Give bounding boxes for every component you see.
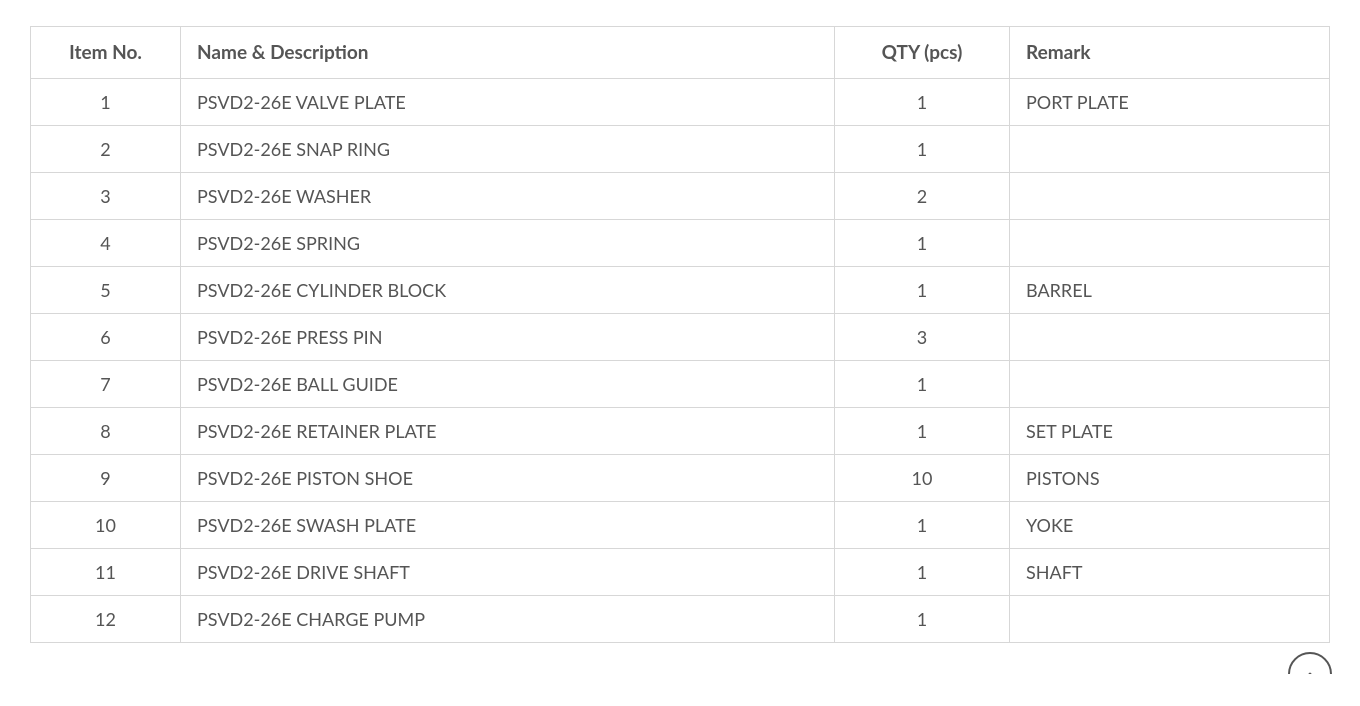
table-row: 7PSVD2-26E BALL GUIDE1 [31,361,1330,408]
cell-item_no: 12 [31,596,181,643]
cell-name: PSVD2-26E RETAINER PLATE [181,408,835,455]
column-header-qty: QTY (pcs) [835,27,1010,79]
cell-remark: PISTONS [1010,455,1330,502]
cell-qty: 1 [835,267,1010,314]
table-row: 5PSVD2-26E CYLINDER BLOCK1BARREL [31,267,1330,314]
cell-item_no: 4 [31,220,181,267]
column-header-remark: Remark [1010,27,1330,79]
cell-qty: 1 [835,220,1010,267]
cell-item_no: 10 [31,502,181,549]
cell-qty: 10 [835,455,1010,502]
cell-remark [1010,126,1330,173]
table-row: 8PSVD2-26E RETAINER PLATE1SET PLATE [31,408,1330,455]
cell-name: PSVD2-26E CYLINDER BLOCK [181,267,835,314]
cell-name: PSVD2-26E CHARGE PUMP [181,596,835,643]
cell-item_no: 3 [31,173,181,220]
column-header-item-no: Item No. [31,27,181,79]
cell-qty: 1 [835,79,1010,126]
cell-item_no: 9 [31,455,181,502]
table-row: 1PSVD2-26E VALVE PLATE1PORT PLATE [31,79,1330,126]
table-row: 2PSVD2-26E SNAP RING1 [31,126,1330,173]
table-row: 10PSVD2-26E SWASH PLATE1YOKE [31,502,1330,549]
cell-remark: SET PLATE [1010,408,1330,455]
cell-remark: YOKE [1010,502,1330,549]
cell-remark [1010,173,1330,220]
table-row: 6PSVD2-26E PRESS PIN3 [31,314,1330,361]
cell-remark [1010,361,1330,408]
cell-item_no: 7 [31,361,181,408]
cell-name: PSVD2-26E SWASH PLATE [181,502,835,549]
table-row: 11PSVD2-26E DRIVE SHAFT1SHAFT [31,549,1330,596]
cell-qty: 1 [835,408,1010,455]
cell-name: PSVD2-26E PISTON SHOE [181,455,835,502]
cell-qty: 2 [835,173,1010,220]
table-row: 9PSVD2-26E PISTON SHOE10PISTONS [31,455,1330,502]
cell-qty: 1 [835,361,1010,408]
cell-qty: 1 [835,596,1010,643]
table-row: 12PSVD2-26E CHARGE PUMP1 [31,596,1330,643]
table-header: Item No. Name & Description QTY (pcs) Re… [31,27,1330,79]
cell-name: PSVD2-26E BALL GUIDE [181,361,835,408]
parts-table: Item No. Name & Description QTY (pcs) Re… [30,26,1330,643]
cell-name: PSVD2-26E SPRING [181,220,835,267]
cell-remark: PORT PLATE [1010,79,1330,126]
cell-remark [1010,220,1330,267]
table-row: 4PSVD2-26E SPRING1 [31,220,1330,267]
cell-qty: 3 [835,314,1010,361]
cell-item_no: 8 [31,408,181,455]
chevron-up-icon [1303,668,1317,682]
cell-name: PSVD2-26E DRIVE SHAFT [181,549,835,596]
cell-item_no: 1 [31,79,181,126]
cell-remark: BARREL [1010,267,1330,314]
table-header-row: Item No. Name & Description QTY (pcs) Re… [31,27,1330,79]
cell-item_no: 6 [31,314,181,361]
cell-qty: 1 [835,126,1010,173]
cell-name: PSVD2-26E SNAP RING [181,126,835,173]
cell-item_no: 11 [31,549,181,596]
scroll-to-top-button[interactable] [1288,652,1332,696]
cell-qty: 1 [835,502,1010,549]
cell-name: PSVD2-26E VALVE PLATE [181,79,835,126]
column-header-name: Name & Description [181,27,835,79]
table-row: 3PSVD2-26E WASHER2 [31,173,1330,220]
cell-remark [1010,596,1330,643]
cell-name: PSVD2-26E PRESS PIN [181,314,835,361]
cell-item_no: 5 [31,267,181,314]
table-body: 1PSVD2-26E VALVE PLATE1PORT PLATE2PSVD2-… [31,79,1330,643]
cell-qty: 1 [835,549,1010,596]
cell-remark [1010,314,1330,361]
cell-remark: SHAFT [1010,549,1330,596]
cell-name: PSVD2-26E WASHER [181,173,835,220]
cell-item_no: 2 [31,126,181,173]
